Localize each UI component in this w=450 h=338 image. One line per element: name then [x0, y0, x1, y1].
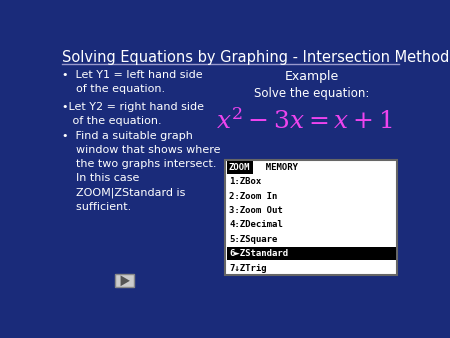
Text: •Let Y2 = right hand side
   of the equation.: •Let Y2 = right hand side of the equatio…: [63, 102, 204, 126]
Text: 6►ZStandard: 6►ZStandard: [229, 249, 288, 258]
Text: 1:ZBox: 1:ZBox: [229, 177, 261, 186]
Bar: [115, 274, 134, 287]
Text: 5:ZSquare: 5:ZSquare: [229, 235, 278, 244]
Text: 3:Zoom Out: 3:Zoom Out: [229, 206, 283, 215]
Text: Solve the equation:: Solve the equation:: [254, 87, 370, 100]
Text: 2:Zoom In: 2:Zoom In: [229, 192, 278, 200]
Text: Example: Example: [285, 70, 339, 83]
Text: $\mathit{x}^{2}-3\mathit{x}=\mathit{x}+1$: $\mathit{x}^{2}-3\mathit{x}=\mathit{x}+1…: [216, 108, 392, 134]
Text: 4:ZDecimal: 4:ZDecimal: [229, 220, 283, 230]
Text: ZOOM: ZOOM: [228, 163, 250, 172]
Polygon shape: [121, 275, 130, 286]
Text: •  Find a suitable graph
    window that shows where
    the two graphs intersec: • Find a suitable graph window that show…: [63, 131, 221, 212]
Bar: [227, 247, 396, 260]
Bar: [225, 160, 397, 275]
Text: Solving Equations by Graphing - Intersection Method: Solving Equations by Graphing - Intersec…: [63, 50, 450, 65]
Bar: [227, 161, 253, 174]
Text: •  Let Y1 = left hand side
    of the equation.: • Let Y1 = left hand side of the equatio…: [63, 70, 203, 94]
Text: MEMORY: MEMORY: [255, 163, 297, 172]
Text: 7↓ZTrig: 7↓ZTrig: [229, 264, 267, 273]
